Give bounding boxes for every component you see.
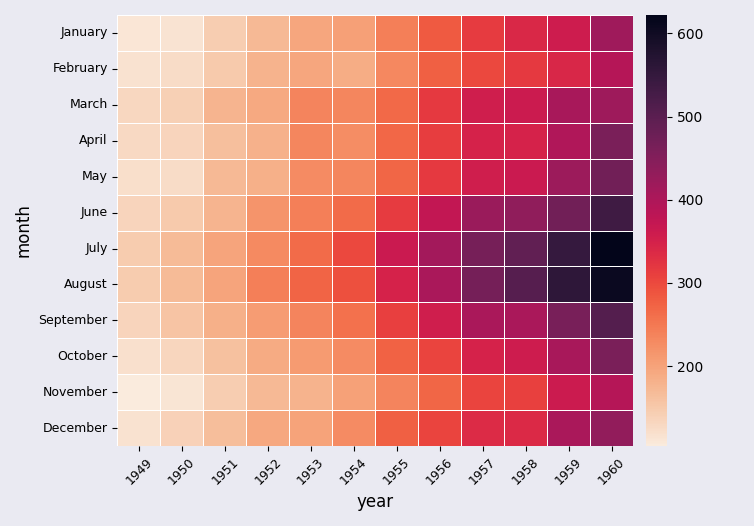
- Y-axis label: month: month: [15, 204, 33, 258]
- X-axis label: year: year: [357, 493, 394, 511]
